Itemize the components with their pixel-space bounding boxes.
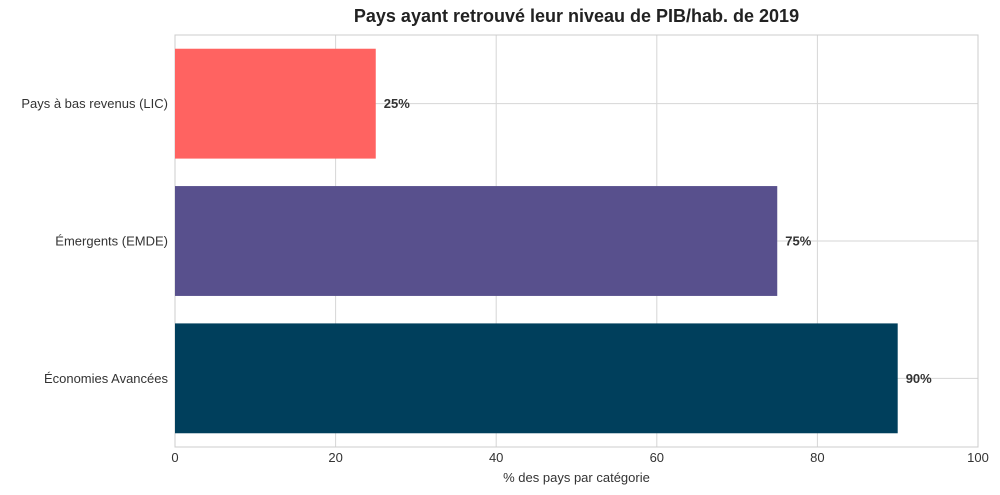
x-axis-label: % des pays par catégorie: [503, 470, 650, 485]
y-axis-tick-labels: Pays à bas revenus (LIC) Émergents (EMDE)…: [21, 96, 168, 386]
x-tick-label: 40: [489, 450, 503, 465]
bar-value-label: 90%: [906, 371, 932, 386]
x-axis-tick-labels: 0 20 40 60 80 100: [171, 450, 988, 465]
x-tick-label: 20: [328, 450, 342, 465]
x-tick-label: 100: [967, 450, 989, 465]
x-tick-label: 80: [810, 450, 824, 465]
data-labels: 25% 75% 90%: [384, 96, 932, 386]
y-tick-label: Économies Avancées: [44, 371, 169, 386]
y-tick-label: Émergents (EMDE): [55, 234, 168, 249]
bar: [175, 186, 778, 296]
bar: [175, 48, 376, 159]
x-tick-label: 0: [171, 450, 178, 465]
bar-value-label: 25%: [384, 96, 410, 111]
chart-title: Pays ayant retrouvé leur niveau de PIB/h…: [354, 6, 799, 26]
bar: [175, 323, 898, 434]
x-tick-label: 60: [650, 450, 664, 465]
bars: [175, 48, 898, 434]
bar-value-label: 75%: [785, 234, 811, 249]
y-tick-label: Pays à bas revenus (LIC): [21, 96, 168, 111]
